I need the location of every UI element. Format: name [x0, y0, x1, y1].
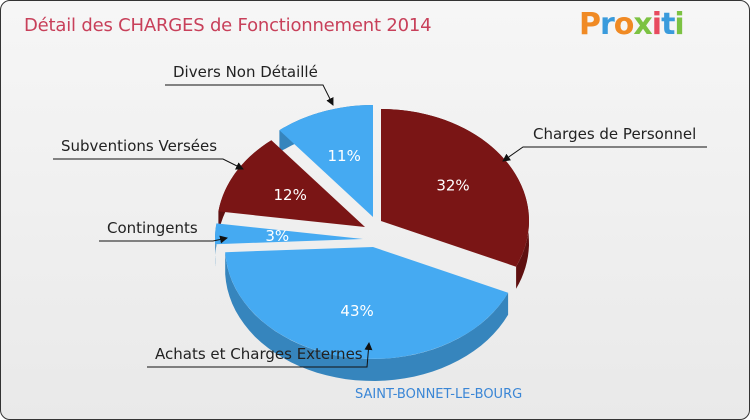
pie-slice-4: [279, 104, 373, 217]
callout-line-0: [502, 146, 707, 162]
slice-category-label-3: Subventions Versées: [61, 137, 217, 155]
proxiti-logo: Proxiti: [579, 7, 685, 42]
slice-category-label-1: Achats et Charges Externes: [155, 345, 363, 363]
slice-category-label-4: Divers Non Détaillé: [173, 63, 318, 81]
pie-slice-3: [218, 140, 365, 227]
callout-line-1: [147, 342, 373, 368]
pie-slice-0: [381, 109, 529, 267]
slice-category-label-2: Contingents: [107, 219, 198, 237]
commune-name: SAINT-BONNET-LE-BOURG: [355, 387, 523, 402]
slice-category-label-0: Charges de Personnel: [533, 125, 696, 143]
pie-slice-pct-label-1: 43%: [340, 302, 373, 320]
callout-line-3: [53, 158, 244, 170]
callout-line-4: [165, 84, 334, 106]
chart-title: Détail des CHARGES de Fonctionnement 201…: [24, 15, 432, 36]
pie-slice-pct-label-4: 11%: [328, 147, 361, 165]
pie-slice-pct-label-3: 12%: [274, 186, 307, 204]
pie-slice-2: [215, 223, 363, 245]
pie-slice-pct-label-0: 32%: [436, 177, 469, 195]
pie-slice-side-1: [225, 252, 509, 381]
callout-line-2: [99, 235, 228, 244]
pie-slice-1: [225, 247, 509, 359]
pie-slice-pct-label-2: 3%: [265, 227, 289, 245]
